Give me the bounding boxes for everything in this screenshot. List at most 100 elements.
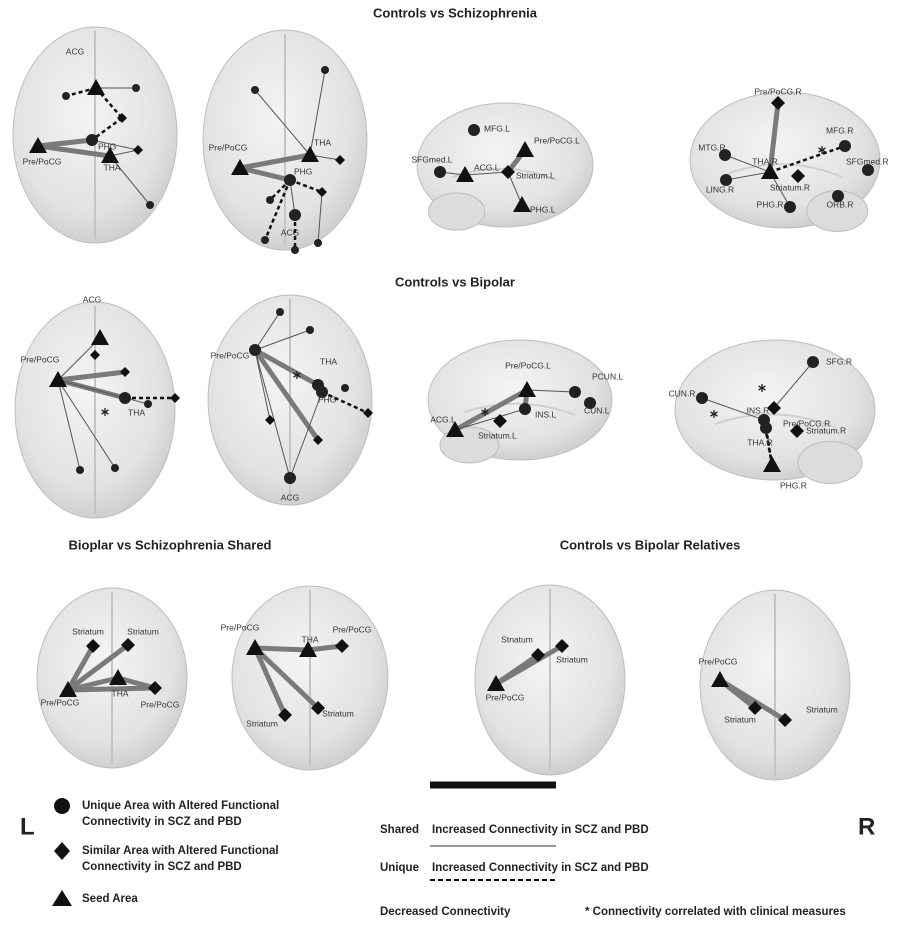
- node-label: ACG: [66, 46, 84, 56]
- node-label: Striatum: [806, 704, 838, 714]
- node-label: SFGmed.L: [411, 154, 452, 164]
- section-title: Controls vs Schizophrenia: [373, 5, 538, 20]
- node-label: Striatum.L: [516, 170, 555, 180]
- connection: [255, 648, 308, 650]
- node-label: Pre/PoCG: [221, 622, 260, 632]
- node-circle: [569, 386, 581, 398]
- node-circle: [321, 66, 329, 74]
- node-label: THA: [112, 688, 129, 698]
- node-label: Striatum: [72, 626, 104, 636]
- node-label: Pre/PoCG: [699, 656, 738, 666]
- node-label: Pre/PoCG.L: [534, 135, 580, 145]
- legend-text: Decreased Connectivity: [380, 906, 511, 918]
- right-marker: R: [858, 813, 875, 840]
- node-label: Striatum.R: [806, 425, 846, 435]
- node-circle: [251, 86, 259, 94]
- node-label: ACG: [83, 294, 101, 304]
- node-label: Pre/PoCG: [141, 699, 180, 709]
- node-label: SFG.R: [826, 356, 852, 366]
- node-circle: [62, 92, 70, 100]
- legend-text: Connectivity in SCZ and PBD: [82, 816, 242, 828]
- legend: L R Unique Area with Altered Functional …: [20, 785, 875, 918]
- node-label: PHG: [294, 166, 312, 176]
- node-label: Pre/PoCG: [333, 624, 372, 634]
- node-circle: [839, 140, 851, 152]
- node-circle: [314, 239, 322, 247]
- node-label: ACG: [281, 492, 299, 502]
- node-label: Pre/PoCG: [209, 142, 248, 152]
- legend-text: Connectivity in SCZ and PBD: [82, 861, 242, 873]
- cerebellum: [428, 193, 484, 230]
- node-circle: [306, 326, 314, 334]
- node-label: LING.R: [706, 184, 734, 194]
- node-circle: [261, 236, 269, 244]
- section-title: Bioplar vs Schizophrenia Shared: [69, 537, 272, 552]
- node-label: Striatum: [322, 708, 354, 718]
- node-circle: [519, 403, 531, 415]
- node-label: INS.R: [747, 405, 770, 415]
- node-circle: [266, 196, 274, 204]
- node-label: Pre/PoCG: [21, 354, 60, 364]
- node-label: MFG.R: [826, 125, 853, 135]
- node-label: Striatum: [246, 718, 278, 728]
- node-circle: [289, 209, 301, 221]
- node-label: Striatum.R: [770, 182, 810, 192]
- node-circle: [132, 84, 140, 92]
- legend-text: Similar Area with Altered Functional: [82, 845, 279, 857]
- node-label: CUN.L: [584, 405, 610, 415]
- node-label: Striatum.L: [478, 430, 517, 440]
- node-circle: [784, 201, 796, 213]
- legend-text: Shared: [380, 824, 419, 836]
- section-title: Controls vs Bipolar: [395, 274, 515, 289]
- node-label: INS.L: [535, 409, 557, 419]
- node-circle: [144, 400, 152, 408]
- node-circle: [86, 134, 98, 146]
- node-circle: [249, 344, 261, 356]
- node-label: MFG.L: [484, 123, 510, 133]
- node-circle: [146, 201, 154, 209]
- node-label: Pre/PoCG.L: [505, 360, 551, 370]
- section-title: Controls vs Bipolar Relatives: [560, 537, 741, 552]
- legend-text: Unique: [380, 862, 419, 874]
- left-marker: L: [20, 813, 35, 840]
- node-circle: [760, 422, 772, 434]
- node-circle: [807, 356, 819, 368]
- legend-text: Increased Connectivity in SCZ and PBD: [432, 862, 649, 874]
- node-label: ACG.L: [474, 162, 500, 172]
- node-circle: [276, 308, 284, 316]
- cerebellum: [798, 442, 862, 484]
- node-label: Striatum: [724, 714, 756, 724]
- node-circle: [341, 384, 349, 392]
- node-label: PHG.R: [757, 199, 784, 209]
- node-label: Pre/PoCG: [41, 697, 80, 707]
- legend-text: Increased Connectivity in SCZ and PBD: [432, 824, 649, 836]
- node-circle: [284, 472, 296, 484]
- node-label: ACG.L: [430, 414, 456, 424]
- legend-circle: [54, 798, 70, 814]
- node-label: Striatum: [556, 654, 588, 664]
- node-label: PHG.R: [780, 480, 807, 490]
- figure: ACG Pre/PoCG PHG THA Pre/PoCG THA PHG ACG MFG.L P…: [0, 0, 907, 933]
- node-label: PHG: [98, 141, 116, 151]
- node-label: SFGmed.R: [846, 156, 889, 166]
- node-circle: [291, 246, 299, 254]
- legend-text: * Connectivity correlated with clinical …: [585, 906, 846, 918]
- node-label: CUN.R: [669, 388, 696, 398]
- node-circle: [76, 466, 84, 474]
- legend-text: Unique Area with Altered Functional: [82, 800, 279, 812]
- node-label: THA: [128, 407, 145, 417]
- node-label: Pre/PoCG: [23, 156, 62, 166]
- node-label: ACG: [281, 227, 299, 237]
- node-label: PCUN.L: [592, 371, 623, 381]
- node-label: Striatum: [127, 626, 159, 636]
- node-label: THA: [302, 634, 319, 644]
- node-label: THA.R: [747, 437, 773, 447]
- node-circle: [119, 392, 131, 404]
- brains: [13, 27, 880, 780]
- node-circle: [434, 166, 446, 178]
- node-label: MTG.R: [698, 142, 725, 152]
- node-label: Stnatum: [501, 634, 533, 644]
- node-label: THA: [320, 356, 337, 366]
- node-label: THA: [314, 137, 331, 147]
- node-label: Pre/PoCG: [211, 350, 250, 360]
